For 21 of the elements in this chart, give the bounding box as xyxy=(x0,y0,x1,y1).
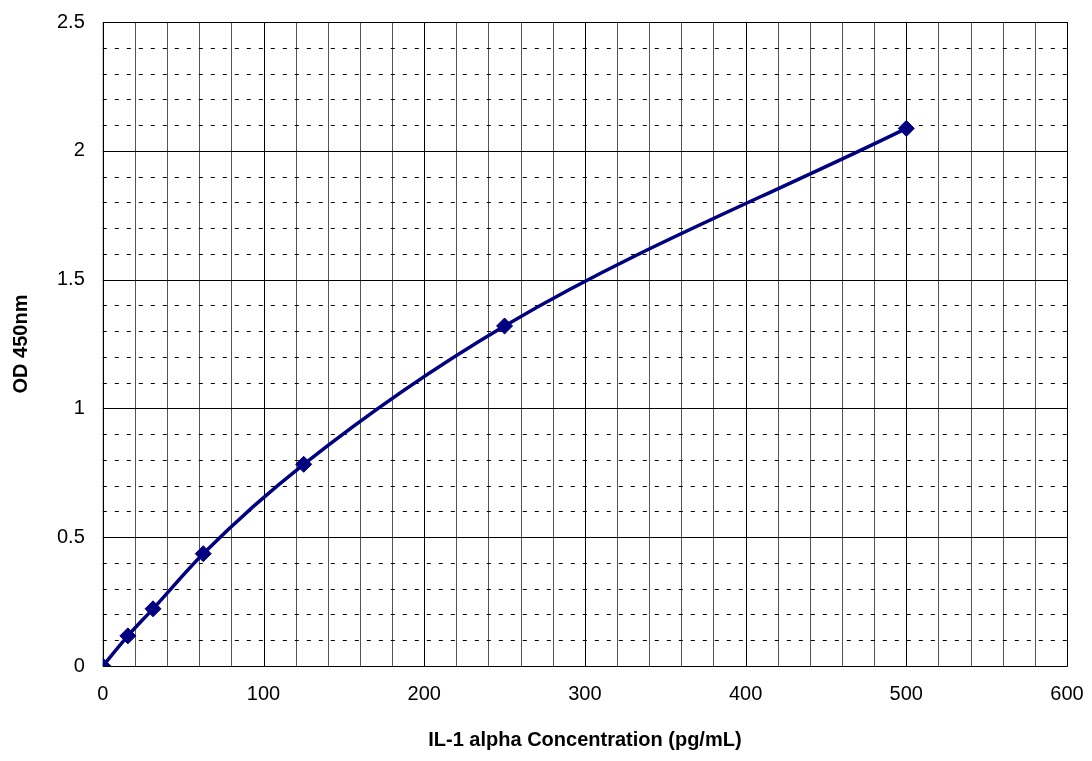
x-tick-label: 600 xyxy=(1050,681,1084,704)
y-axis-title: OD 450nm xyxy=(8,294,31,394)
point xyxy=(144,600,162,618)
x-tick-label: 200 xyxy=(407,681,441,704)
x-tick-label: 300 xyxy=(568,681,602,704)
y-tick-label: 1.5 xyxy=(56,267,85,290)
y-tick-label: 1 xyxy=(73,395,85,418)
x-tick-label: 0 xyxy=(97,681,109,704)
y-tick-label: 2 xyxy=(73,138,85,161)
point xyxy=(496,317,514,335)
y-tick-label: 0 xyxy=(73,653,85,676)
x-tick-label: 500 xyxy=(889,681,923,704)
point xyxy=(119,627,137,645)
point xyxy=(194,545,212,563)
y-tick-label: 2.5 xyxy=(56,9,85,32)
point xyxy=(897,119,915,137)
y-tick-label: 0.5 xyxy=(56,524,85,547)
x-axis-title: IL-1 alpha Concentration (pg/mL) xyxy=(428,727,742,750)
x-tick-label: 100 xyxy=(246,681,281,704)
x-tick-label: 400 xyxy=(728,681,763,704)
point xyxy=(295,455,313,473)
